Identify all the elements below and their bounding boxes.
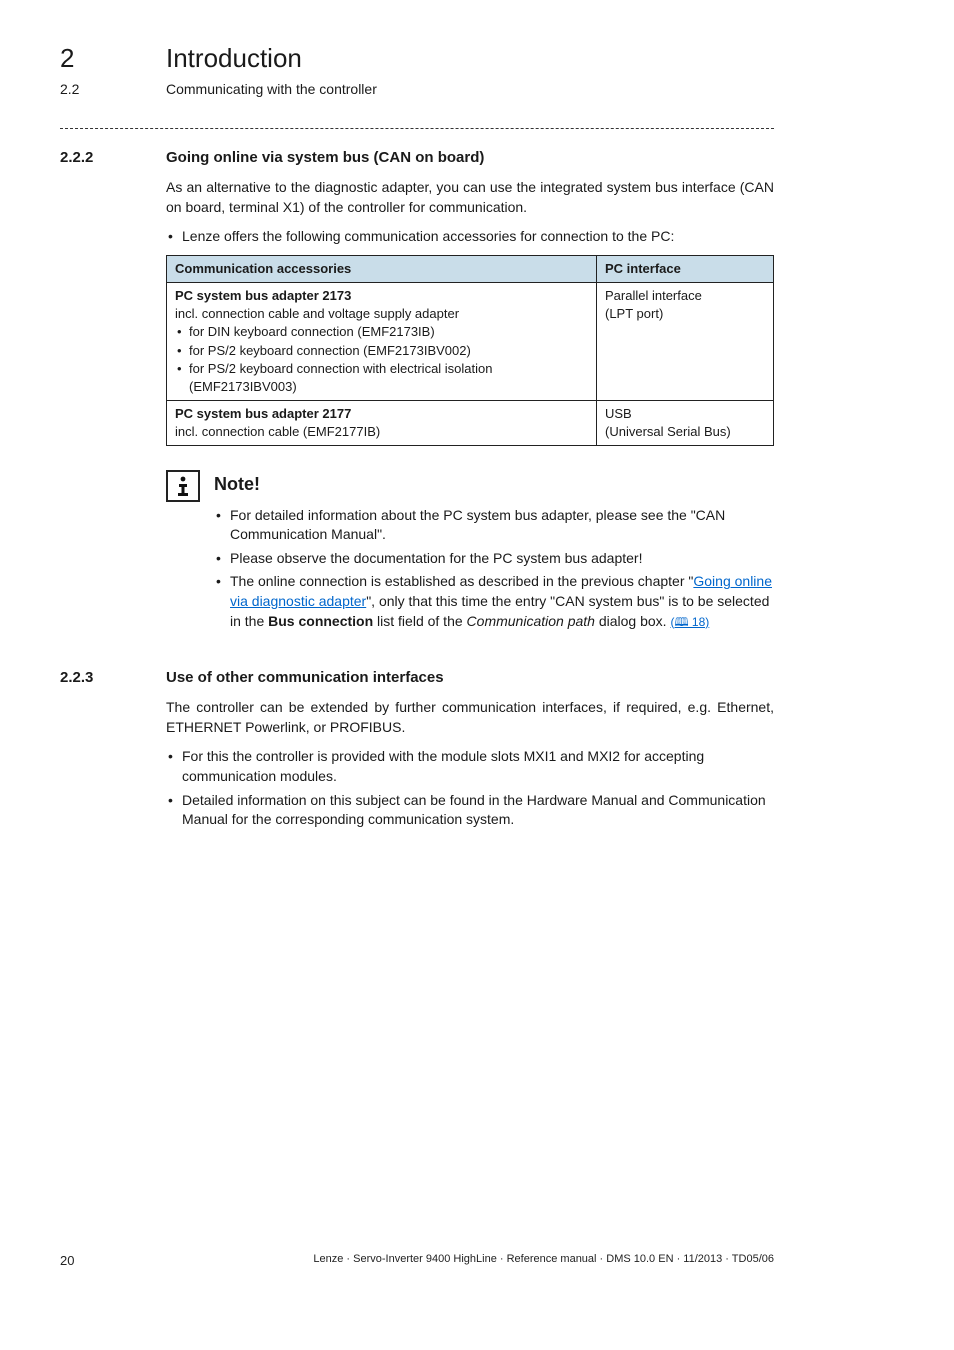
cell-iface: Parallel interface (605, 287, 765, 305)
paragraph: The controller can be extended by furthe… (166, 698, 774, 737)
divider (60, 128, 774, 129)
table-header: PC interface (597, 255, 774, 282)
note-bold: Bus connection (268, 613, 373, 629)
subsection-number: 2.2.3 (60, 667, 166, 688)
cell-desc: incl. connection cable (EMF2177IB) (175, 423, 588, 441)
chapter-title: Introduction (166, 40, 302, 76)
subsection-title: Use of other communication interfaces (166, 667, 444, 688)
note-title: Note! (214, 472, 774, 497)
info-icon (166, 470, 200, 502)
paragraph: As an alternative to the diagnostic adap… (166, 178, 774, 217)
cell-item: for PS/2 keyboard connection with electr… (175, 360, 588, 396)
footer-reference: Lenze · Servo-Inverter 9400 HighLine · R… (313, 1252, 774, 1270)
cell-title: PC system bus adapter 2173 (175, 287, 588, 305)
communication-accessories-table: Communication accessories PC interface P… (166, 255, 774, 447)
note-text: list field of the (373, 613, 466, 629)
note-item: For detailed information about the PC sy… (214, 506, 774, 545)
cell-title: PC system bus adapter 2177 (175, 405, 588, 423)
note-item: Please observe the documentation for the… (214, 549, 774, 569)
note-text: dialog box. (595, 613, 671, 629)
page-number: 20 (60, 1252, 74, 1270)
note-item: The online connection is established as … (214, 572, 774, 631)
chapter-number: 2 (60, 40, 166, 76)
note-italic: Communication path (467, 613, 595, 629)
note-box: Note! For detailed information about the… (166, 470, 774, 639)
cell-iface: (Universal Serial Bus) (605, 423, 765, 441)
subsection-number: 2.2.2 (60, 147, 166, 168)
cell-item: for PS/2 keyboard connection (EMF2173IBV… (175, 342, 588, 360)
cell-item: for DIN keyboard connection (EMF2173IB) (175, 323, 588, 341)
note-text: The online connection is established as … (230, 573, 693, 589)
table-row: PC system bus adapter 2173 incl. connect… (167, 282, 774, 400)
subsection-title: Going online via system bus (CAN on boar… (166, 147, 484, 168)
list-item: For this the controller is provided with… (166, 747, 774, 786)
page-footer: 20 Lenze · Servo-Inverter 9400 HighLine … (60, 1252, 774, 1270)
list-item: Lenze offers the following communication… (166, 227, 774, 247)
section-number: 2.2 (60, 80, 166, 100)
section-title: Communicating with the controller (166, 80, 377, 100)
list-item: Detailed information on this subject can… (166, 791, 774, 830)
page-ref-link[interactable]: (🕮 18) (670, 615, 709, 629)
table-row: PC system bus adapter 2177 incl. connect… (167, 401, 774, 446)
cell-iface: (LPT port) (605, 305, 765, 323)
table-header: Communication accessories (167, 255, 597, 282)
cell-desc: incl. connection cable and voltage suppl… (175, 305, 588, 323)
cell-iface: USB (605, 405, 765, 423)
